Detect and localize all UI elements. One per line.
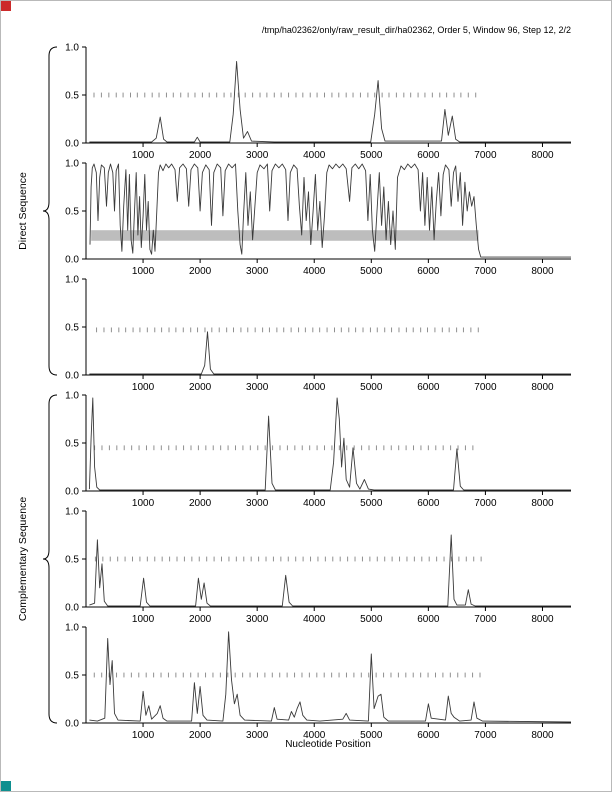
complementary-group-brace bbox=[42, 394, 58, 724]
x-tick-label: 3000 bbox=[246, 730, 269, 741]
axis-lines bbox=[85, 279, 571, 376]
x-tick-label: 2000 bbox=[189, 730, 212, 741]
x-tick-label: 4000 bbox=[303, 266, 326, 277]
x-tick-label: 5000 bbox=[360, 730, 383, 741]
x-tick-label: 2000 bbox=[189, 382, 212, 393]
y-tick-label: 0.5 bbox=[65, 555, 79, 566]
x-tick-label: 8000 bbox=[531, 266, 554, 277]
x-tick-label: 2000 bbox=[189, 614, 212, 625]
y-tick-label: 0.0 bbox=[65, 487, 79, 498]
x-tick-label: 3000 bbox=[246, 498, 269, 509]
x-tick-label: 7000 bbox=[474, 730, 497, 741]
x-tick-label: 7000 bbox=[474, 266, 497, 277]
x-tick-label: 6000 bbox=[417, 266, 440, 277]
y-tick-label: 1.0 bbox=[65, 43, 79, 54]
x-tick-label: 7000 bbox=[474, 614, 497, 625]
x-tick-label: 4000 bbox=[303, 382, 326, 393]
x-tick-label: 6000 bbox=[417, 150, 440, 161]
panel-1-plot: 1.0 0.5 0.0 1000 2000 3000 4000 5000 6000 7000 800… bbox=[65, 43, 571, 161]
y-tick-label: 0.5 bbox=[65, 91, 79, 102]
threshold-marker-row bbox=[94, 445, 474, 451]
x-tick-label: 1000 bbox=[132, 382, 155, 393]
direct-sequence-group-label: Direct Sequence bbox=[17, 172, 29, 250]
panel-5-plot: 1.0 0.5 0.0 1000 2000 3000 4000 5000 6000 7000 800… bbox=[65, 507, 571, 625]
corner-marker-top-left bbox=[1, 1, 11, 11]
x-tick-label: 5000 bbox=[360, 614, 383, 625]
y-tick-label: 0.0 bbox=[65, 603, 79, 614]
x-axis-label: Nucleotide Position bbox=[285, 739, 371, 750]
x-tick-label: 1000 bbox=[132, 614, 155, 625]
y-tick-label: 1.0 bbox=[65, 507, 79, 518]
x-tick-label: 2000 bbox=[189, 266, 212, 277]
direct-panel-1-trace bbox=[89, 60, 571, 143]
panel-4-plot: 1.0 0.5 0.0 1000 2000 3000 4000 5000 6000 7000 800… bbox=[65, 391, 571, 509]
direct-panel-3-trace bbox=[89, 331, 571, 375]
x-tick-label: 1000 bbox=[132, 730, 155, 741]
threshold-marker-row bbox=[93, 672, 481, 678]
x-tick-label: 6000 bbox=[417, 730, 440, 741]
x-tick-label: 8000 bbox=[531, 614, 554, 625]
threshold-marker-row bbox=[94, 556, 482, 562]
x-tick-label: 1000 bbox=[132, 150, 155, 161]
x-tick-label: 8000 bbox=[531, 730, 554, 741]
x-tick-label: 3000 bbox=[246, 150, 269, 161]
corner-marker-bottom-left bbox=[1, 781, 11, 791]
y-tick-label: 0.5 bbox=[65, 671, 79, 682]
x-tick-label: 4000 bbox=[303, 730, 326, 741]
y-tick-label: 1.0 bbox=[65, 391, 79, 402]
threshold-marker-row bbox=[96, 327, 479, 333]
x-tick-label: 4000 bbox=[303, 614, 326, 625]
y-tick-label: 1.0 bbox=[65, 159, 79, 170]
x-tick-label: 1000 bbox=[132, 266, 155, 277]
complementary-panel-2-trace bbox=[89, 534, 571, 607]
complementary-sequence-group-label: Complementary Sequence bbox=[17, 496, 29, 622]
x-tick-label: 2000 bbox=[189, 498, 212, 509]
x-tick-label: 5000 bbox=[360, 382, 383, 393]
complementary-panel-1-trace bbox=[88, 397, 571, 491]
y-tick-label: 0.5 bbox=[65, 439, 79, 450]
y-tick-label: 0.0 bbox=[65, 255, 79, 266]
x-tick-label: 5000 bbox=[360, 150, 383, 161]
x-tick-label: 1000 bbox=[132, 498, 155, 509]
threshold-marker-row bbox=[93, 92, 477, 98]
highlight-band bbox=[91, 230, 479, 241]
axis-lines bbox=[85, 163, 571, 260]
direct-panel-2-trace bbox=[89, 163, 571, 258]
x-tick-label: 8000 bbox=[531, 150, 554, 161]
panel-2-plot: 1.0 0.5 0.0 1000 2000 3000 4000 5000 6000 7000 800… bbox=[65, 159, 571, 277]
y-tick-label: 0.0 bbox=[65, 139, 79, 150]
x-tick-label: 4000 bbox=[303, 498, 326, 509]
x-tick-label: 3000 bbox=[246, 382, 269, 393]
x-tick-label: 6000 bbox=[417, 382, 440, 393]
x-tick-label: 6000 bbox=[417, 614, 440, 625]
axis-lines bbox=[85, 395, 571, 492]
figure-title: /tmp/ha02362/only/raw_result_dir/ha02362… bbox=[261, 25, 571, 35]
x-tick-label: 7000 bbox=[474, 382, 497, 393]
complementary-panel-3-trace bbox=[89, 631, 572, 723]
x-tick-label: 3000 bbox=[246, 614, 269, 625]
x-tick-label: 2000 bbox=[189, 150, 212, 161]
x-tick-label: 5000 bbox=[360, 266, 383, 277]
x-tick-label: 8000 bbox=[531, 382, 554, 393]
y-tick-label: 1.0 bbox=[65, 623, 79, 634]
y-tick-label: 0.5 bbox=[65, 323, 79, 334]
y-tick-label: 0.5 bbox=[65, 207, 79, 218]
y-tick-label: 0.0 bbox=[65, 371, 79, 382]
x-tick-label: 7000 bbox=[474, 150, 497, 161]
x-tick-label: 6000 bbox=[417, 498, 440, 509]
panel-3-plot: 1.0 0.5 0.0 1000 2000 3000 4000 5000 6000 7000 800… bbox=[65, 275, 571, 393]
y-tick-label: 0.0 bbox=[65, 719, 79, 730]
axis-lines bbox=[85, 511, 571, 608]
x-tick-label: 5000 bbox=[360, 498, 383, 509]
direct-group-brace bbox=[42, 46, 58, 376]
y-tick-label: 1.0 bbox=[65, 275, 79, 286]
x-tick-label: 8000 bbox=[531, 498, 554, 509]
panel-6-plot: 1.0 0.5 0.0 1000 2000 3000 4000 5000 6000 7000 800… bbox=[65, 623, 572, 741]
x-tick-label: 4000 bbox=[303, 150, 326, 161]
x-tick-label: 7000 bbox=[474, 498, 497, 509]
x-tick-label: 3000 bbox=[246, 266, 269, 277]
